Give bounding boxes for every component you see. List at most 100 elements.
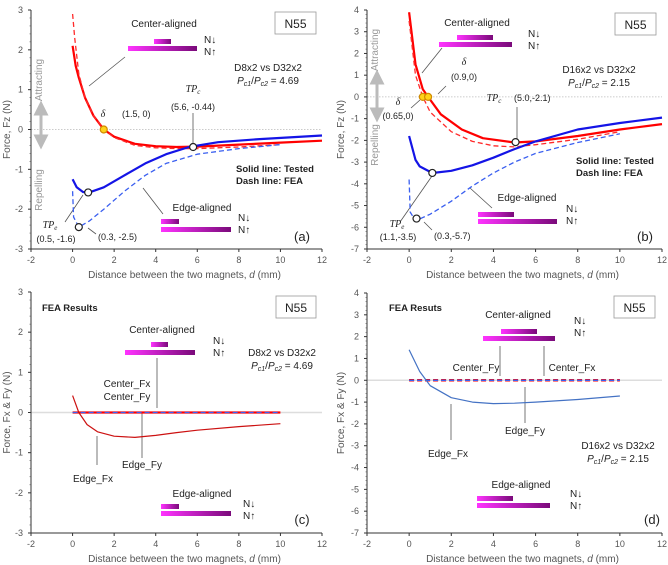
magnet-bar <box>161 504 179 509</box>
y-tick-label: -6 <box>351 222 359 232</box>
magnet-bar <box>161 227 231 232</box>
y-tick-label: -1 <box>351 397 359 407</box>
leader-line <box>142 187 164 215</box>
x-tick-label: 0 <box>70 255 75 265</box>
series-line-edge-aligned-tested <box>71 134 323 194</box>
center-fy-label: Center_Fy <box>453 363 500 374</box>
pc-ratio-label: Pc1/Pc2 = 4.69 <box>251 361 313 373</box>
magnet-bar <box>478 219 557 224</box>
north-down-label: N↓ <box>213 336 225 347</box>
north-down-label: N↓ <box>566 204 578 215</box>
x-tick-label: 12 <box>317 255 327 265</box>
ratio-p: P <box>585 78 592 89</box>
north-down-label: N↓ <box>528 29 540 40</box>
edge-fy-label: Edge_Fy <box>122 460 162 471</box>
y-tick-label: 2 <box>18 45 23 55</box>
panel-label: (c) <box>294 512 309 527</box>
magnet-bar <box>125 350 195 355</box>
north-up-label: N↑ <box>204 47 216 58</box>
series-line-center-aligned-tested <box>408 12 663 144</box>
ratio-slash: / <box>601 454 604 465</box>
chart-panel-b: -7 -6 -5 -4 -3 -2 -1 0 1 2 3 4 -2 0 2 4 6 8 10 12 Distance b… <box>334 0 668 282</box>
point-symbol: TPe <box>390 219 405 231</box>
ratio-p: P <box>604 454 611 465</box>
panel-title: FEA Results <box>42 303 98 314</box>
north-down-label: N↓ <box>243 499 255 510</box>
y-tick-label: 0 <box>354 92 359 102</box>
x-axis-label: Distance between the two magnets, d (mm) <box>88 270 281 281</box>
point-symbol-main: TP <box>43 220 55 231</box>
y-tick-label: 4 <box>354 288 359 298</box>
y-tick-label: 3 <box>354 27 359 37</box>
point-symbol-main: δ <box>101 109 106 120</box>
ratio-sub2: c2 <box>275 366 283 373</box>
point-coordinate-label: (0.5, -1.6) <box>36 234 75 244</box>
badge-box <box>275 295 317 319</box>
edge-aligned-label: Edge-aligned <box>498 193 557 204</box>
magnet-bar <box>477 503 550 508</box>
y-axis-label: Force, Fz (N) <box>2 100 13 159</box>
center-aligned-label: Center-aligned <box>485 310 551 321</box>
leader-line <box>421 47 443 74</box>
ratio-sub1: c1 <box>244 81 252 88</box>
north-up-label: N↑ <box>574 328 586 339</box>
north-up-label: N↑ <box>243 511 255 522</box>
x-tick-label: -2 <box>363 539 371 549</box>
magnet-pair-label: D8x2 vs D32x2 <box>248 348 316 359</box>
leader-line <box>423 221 433 231</box>
point-symbol-sub: c <box>498 97 502 105</box>
x-axis-label: Distance between the two magnets, d (mm) <box>426 270 619 281</box>
ratio-value: = 4.69 <box>282 361 313 372</box>
dash-line-note: Dash line: FEA <box>236 176 303 187</box>
marker-tp-e <box>84 188 93 197</box>
magnet-bar <box>478 212 514 217</box>
repelling-label: Repelling <box>34 169 45 211</box>
series-line-edge-fx <box>408 349 620 405</box>
north-up-label: N↑ <box>238 225 250 236</box>
magnet-pair-label: D8x2 vs D32x2 <box>234 63 302 74</box>
y-tick-label: 4 <box>354 5 359 15</box>
x-tick-label: 0 <box>407 539 412 549</box>
chart-panel-a: -3 -2 -1 0 1 2 3 -2 0 2 4 6 8 10 12 Distance between th… <box>0 0 334 282</box>
center-fy-label: Center_Fy <box>104 392 151 403</box>
x-tick-label: 4 <box>491 539 496 549</box>
ratio-slash: / <box>582 78 585 89</box>
x-axis-label-unit: (mm) <box>593 554 619 565</box>
center-fx-label: Center_Fx <box>104 379 151 390</box>
chart-panel-d: -7 -6 -5 -4 -3 -2 -1 0 1 2 3 4 -2 0 2 4 6 8 10 12 Distance b… <box>334 282 668 565</box>
series-line-center-aligned-tested <box>71 45 323 149</box>
point-symbol: δ <box>462 57 467 68</box>
edge-fx-label: Edge_Fx <box>73 474 113 485</box>
ratio-p: P <box>254 76 261 87</box>
y-axis-label: Force, Fx & Fy (N) <box>2 371 13 453</box>
point-symbol-main: TP <box>487 93 499 104</box>
leader-line <box>88 56 126 87</box>
panel-label: (a) <box>294 229 310 244</box>
y-tick-label: 0 <box>18 125 23 135</box>
x-tick-label: 0 <box>70 539 75 549</box>
x-tick-label: 4 <box>153 539 158 549</box>
edge-fy-label: Edge_Fy <box>505 426 545 437</box>
y-tick-label: 1 <box>18 367 23 377</box>
center-aligned-label: Center-aligned <box>129 325 195 336</box>
magnet-bar <box>483 336 555 341</box>
x-axis-label-text: Distance between the two magnets, <box>426 554 587 565</box>
ratio-p: P <box>268 361 275 372</box>
point-coordinate-label: (0.3, -2.5) <box>98 232 137 242</box>
y-tick-label: -7 <box>351 528 359 538</box>
center-aligned-label: Center-aligned <box>444 18 510 29</box>
x-tick-label: 6 <box>195 539 200 549</box>
solid-line-note: Solid line: Tested <box>236 164 314 175</box>
point-symbol-main: δ <box>396 97 401 108</box>
x-tick-label: 2 <box>449 255 454 265</box>
ratio-sub1: c1 <box>258 366 266 373</box>
y-tick-label: -4 <box>351 463 359 473</box>
x-tick-label: 0 <box>407 255 412 265</box>
magnet-bar <box>501 329 537 334</box>
ratio-sub2: c2 <box>611 459 619 466</box>
point-symbol: TPc <box>487 93 503 105</box>
point-symbol-sub: e <box>54 224 57 232</box>
x-tick-label: 8 <box>575 255 580 265</box>
y-tick-label: -2 <box>15 204 23 214</box>
